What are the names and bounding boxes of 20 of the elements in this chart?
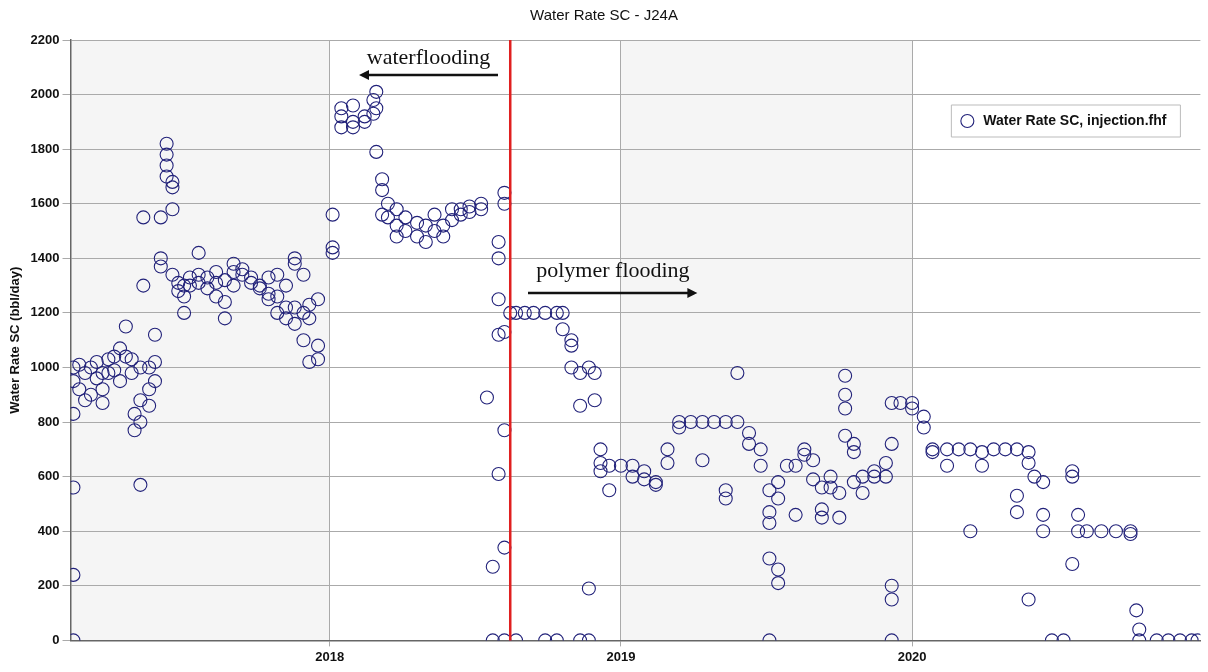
y-tick-label: 1000 <box>30 359 60 375</box>
chart-title: Water Rate SC - J24A <box>529 6 679 23</box>
y-tick-label: 2200 <box>30 31 60 47</box>
y-tick-label: 1400 <box>30 249 60 265</box>
annotation: waterflooding <box>366 43 491 69</box>
annotation: polymer flooding <box>536 256 690 282</box>
y-axis-title: Water Rate SC (bbl/day) <box>7 266 23 414</box>
x-tick-label: 2020 <box>897 648 927 664</box>
y-tick-label: 1200 <box>30 304 60 320</box>
y-tick-label: 1600 <box>30 195 60 211</box>
y-tick-label: 800 <box>37 413 60 429</box>
x-tick-label: 2018 <box>315 648 345 664</box>
y-tick-label: 600 <box>37 468 60 484</box>
y-tick-label: 0 <box>52 631 60 647</box>
y-tick-label: 400 <box>37 522 60 538</box>
y-tick-label: 2000 <box>30 86 60 102</box>
y-tick-label: 1800 <box>30 140 60 156</box>
legend-label: Water Rate SC, injection.fhf <box>983 111 1167 128</box>
y-tick-label: 200 <box>37 577 60 593</box>
x-tick-label: 2019 <box>606 648 636 664</box>
